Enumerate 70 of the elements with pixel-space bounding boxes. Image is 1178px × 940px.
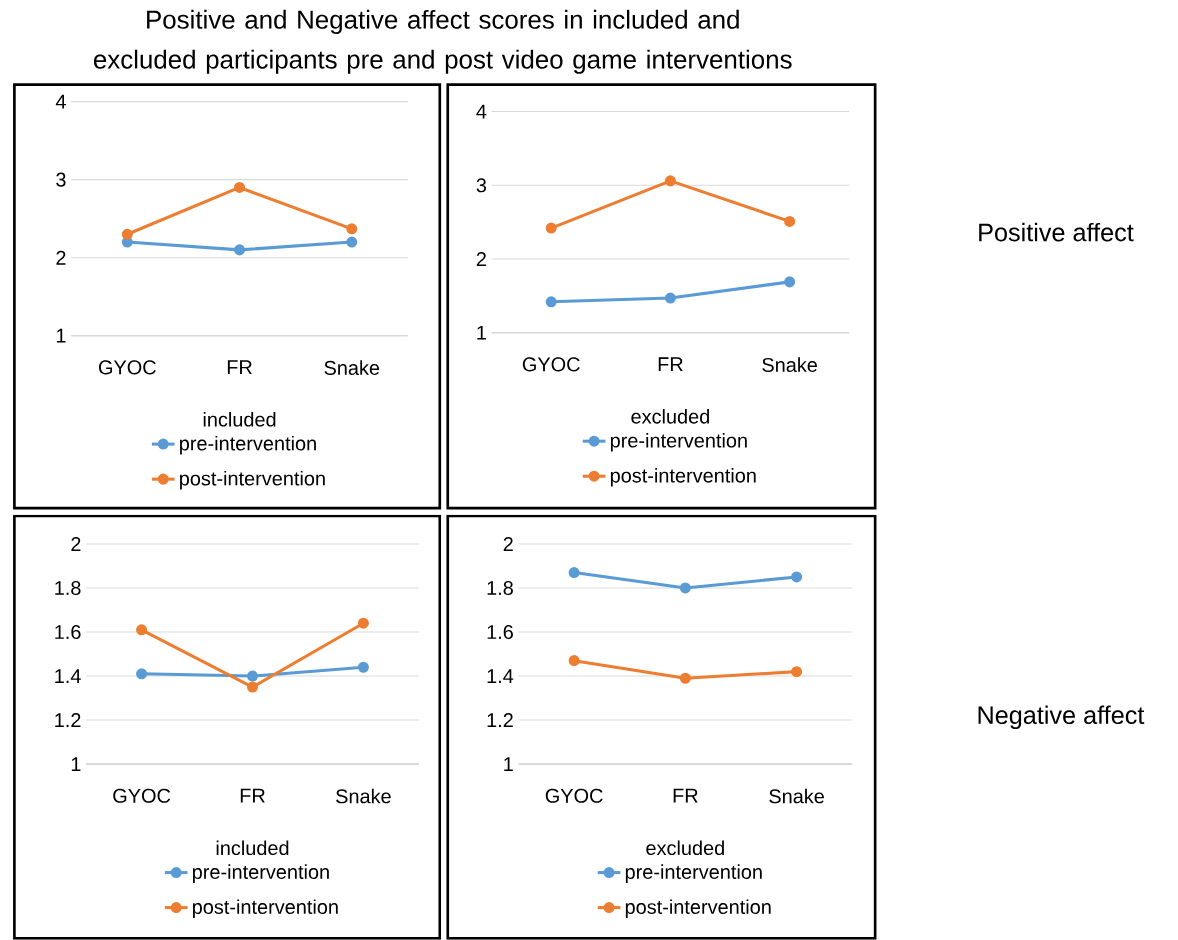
point [664,292,676,304]
point [568,655,580,667]
y-tick-label: 2 [503,537,513,552]
point [121,228,133,240]
x-tick-label: FR [658,357,683,372]
x-tick-label: Snake [324,360,380,376]
point [346,236,358,248]
y-tick-label: 4 [55,94,66,109]
point [784,216,796,228]
y-tick-label: 1.6 [487,625,513,640]
point [791,571,803,583]
y-tick-label: 2 [476,252,486,267]
point [234,244,246,256]
point [784,276,796,288]
legend-label: post-intervention [180,471,325,490]
y-tick-label: 3 [56,172,66,187]
y-tick-label: 1.2 [487,713,513,728]
y-tick-label: 4 [476,104,487,119]
y-tick-label: 1.4 [487,669,514,684]
x-tick-label: GYOC [113,788,171,803]
x-tick-label: FR [240,788,265,803]
x-tick-label: GYOC [545,788,603,803]
text: Positive affect [979,222,1134,242]
y-tick-label: 1.2 [55,713,81,728]
x-tick-label: FR [227,360,252,375]
point [679,582,691,594]
y-tick-label: 1.8 [55,581,81,596]
x-tick-label: Snake [762,357,817,373]
legend-label: pre-intervention [180,436,316,455]
y-tick-label: 1 [71,757,81,772]
point [246,681,259,693]
point [357,617,369,629]
legend-label: post-intervention [625,899,771,919]
y-tick-label: 2 [56,250,66,265]
y-tick-label: 1.4 [55,669,81,684]
y-tick-label: 1 [477,326,486,340]
legend-label: pre-intervention [193,864,329,884]
point [346,223,358,235]
y-tick-label: 1 [56,328,66,343]
x-axis-title: included [216,840,289,856]
point [234,182,246,194]
y-tick-label: 1.6 [55,625,81,640]
legend-label: post-intervention [610,468,756,487]
x-tick-label: Snake [769,788,824,804]
legend-label: pre-intervention [610,433,747,452]
legend-label: pre-intervention [625,864,762,884]
y-tick-label: 1.8 [487,581,513,596]
x-axis-title: included [203,412,276,427]
point [791,666,803,678]
point [545,222,557,234]
x-axis-title: excluded [631,409,709,424]
chart-title: Positive and Negative affect scores in included and excluded participants pre and post video game interventions [94,9,792,74]
x-tick-label: FR [673,788,698,803]
y-tick-label: 1 [504,757,513,772]
x-axis-title: excluded [646,840,724,856]
point [568,567,580,579]
point [136,668,148,680]
point [679,672,691,684]
x-tick-label: Snake [336,788,391,804]
y-tick-label: 2 [71,537,81,552]
point [246,670,259,682]
point [136,624,148,636]
point [357,661,369,673]
point [664,175,676,187]
text: Negative affect [978,705,1145,730]
x-tick-label: GYOC [522,357,580,372]
point [545,296,557,308]
y-tick-label: 3 [476,178,487,193]
x-tick-label: GYOC [98,360,156,375]
legend-label: post-intervention [193,899,338,919]
